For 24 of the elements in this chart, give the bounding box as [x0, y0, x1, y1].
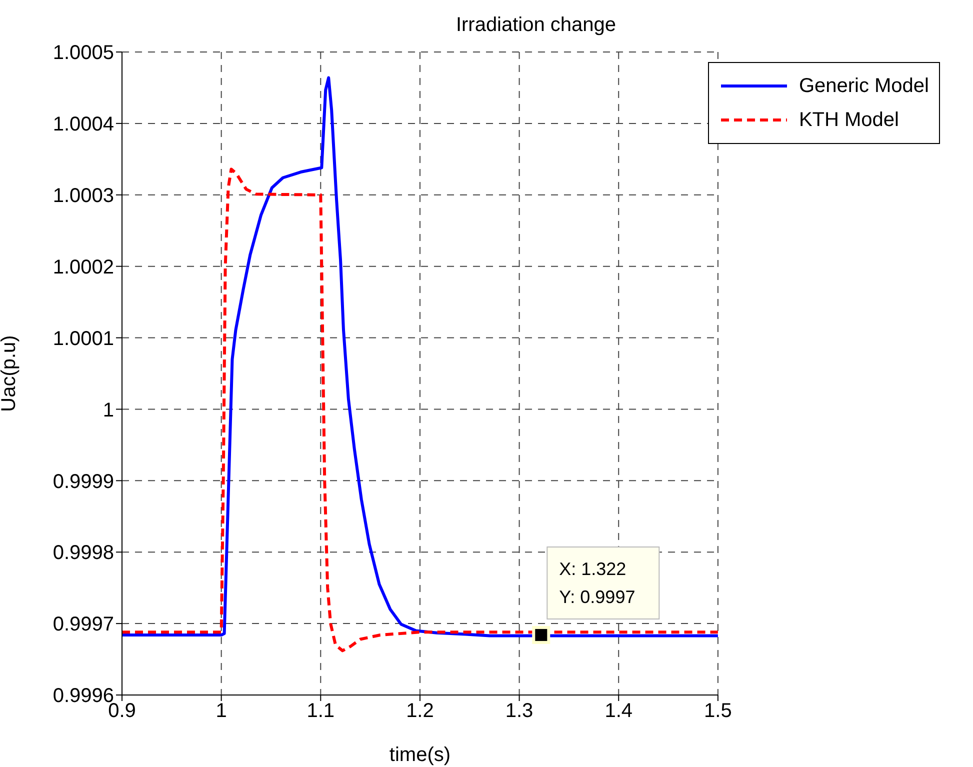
- y-axis-title: Uac(p.u): [0, 335, 20, 412]
- x-tick-label: 1.2: [406, 700, 434, 722]
- y-tick-label: 1.0004: [52, 114, 114, 136]
- annotation: X: 1.322 Y: 0.9997: [559, 558, 636, 607]
- x-tick-label: 1.3: [505, 700, 534, 722]
- y-tick-label: 0.9998: [52, 542, 114, 564]
- legend-label: Generic Model: [798, 74, 929, 98]
- y-tick-label: 0.9997: [52, 614, 114, 636]
- x-tick-label: 1.5: [704, 700, 732, 722]
- y-tick-label: 1.0002: [52, 256, 114, 278]
- chart-title: Irradiation change: [454, 14, 618, 37]
- legend-label: KTH Model: [798, 108, 899, 132]
- x-tick-label: 1: [216, 700, 227, 722]
- x-tick-label: 1.4: [604, 700, 633, 722]
- y-tick-label: 0.9999: [52, 470, 114, 493]
- line-series: [122, 76, 718, 638]
- y-tick-label: 1.0001: [52, 328, 114, 350]
- x-axis-title: time(s): [389, 744, 451, 766]
- y-tick-label: 1.0005: [52, 42, 114, 64]
- line-series: [122, 168, 718, 652]
- datatip-box: X: 1.322 Y: 0.9997: [546, 546, 660, 620]
- y-tick-label: 1: [102, 399, 114, 422]
- y-tick-label: 1.0003: [52, 184, 114, 207]
- x-tick-label: 1.1: [306, 700, 335, 722]
